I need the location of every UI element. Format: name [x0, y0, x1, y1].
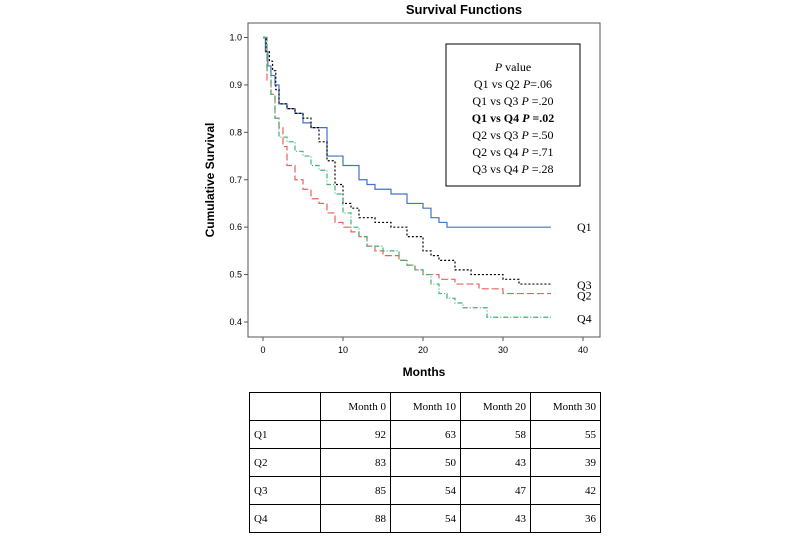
table-row-label: Q2	[249, 448, 321, 477]
series-label-q1: Q1	[577, 220, 592, 234]
table-cell: 47	[460, 476, 531, 505]
series-line-q4	[263, 36, 551, 318]
table-header-cell: Month 20	[460, 392, 531, 421]
table-header-cell: Month 30	[530, 392, 601, 421]
y-axis-label: Cumulative Survival	[203, 123, 217, 238]
chart-title: Survival Functions	[406, 2, 522, 17]
pvalue-header: P value	[494, 60, 531, 74]
table-header-cell: Month 0	[320, 392, 391, 421]
table-row: Q1 92 63 58 55	[249, 420, 601, 449]
series-line-q3	[263, 36, 551, 285]
table-cell: 83	[320, 448, 391, 477]
x-axis-label: Months	[403, 365, 446, 379]
table-row: Q2 83 50 43 39	[249, 448, 601, 477]
table-cell: 54	[390, 504, 461, 533]
table-cell: 42	[530, 476, 601, 505]
series-lines	[263, 36, 551, 318]
series-line-q2	[263, 36, 551, 295]
survival-chart: Survival Functions 0.4 0.5 0.6 0.7 0.8 0.9 1.0…	[203, 2, 601, 379]
table-cell: 43	[460, 448, 531, 477]
x-tick-label: 10	[338, 345, 348, 355]
table-row-label: Q3	[249, 476, 321, 505]
table-cell: 85	[320, 476, 391, 505]
y-tick-label: 1.0	[229, 33, 242, 43]
table-row: Q3 85 54 47 42	[249, 476, 601, 505]
pvalue-row: Q2 vs Q4 P =.71	[472, 145, 553, 159]
number-at-risk-table: Month 0 Month 10 Month 20 Month 30 Q1 92…	[249, 392, 601, 533]
table-cell: 36	[530, 504, 601, 533]
pvalue-row: Q3 vs Q4 P =.28	[472, 162, 553, 176]
table-header-row: Month 0 Month 10 Month 20 Month 30	[249, 392, 601, 421]
table-cell: 39	[530, 448, 601, 477]
x-tick-label: 30	[498, 345, 508, 355]
table-cell: 43	[460, 504, 531, 533]
table-row: Q4 88 54 43 36	[249, 504, 601, 533]
pvalue-row: Q1 vs Q4 P =.02	[472, 111, 555, 125]
series-label-q3: Q3	[577, 278, 592, 292]
series-label-q4: Q4	[577, 311, 592, 325]
table-cell: 92	[320, 420, 391, 449]
table-cell: 55	[530, 420, 601, 449]
y-tick-label: 0.8	[229, 127, 242, 137]
pvalue-row: Q1 vs Q3 P =.20	[472, 94, 553, 108]
pvalue-row: Q1 vs Q2 P=.06	[474, 77, 552, 91]
y-tick-label: 0.9	[229, 80, 242, 90]
series-label-q2: Q2	[577, 289, 592, 303]
table-cell: 63	[390, 420, 461, 449]
table-cell: 58	[460, 420, 531, 449]
table-row-label: Q4	[249, 504, 321, 533]
table-row-label: Q1	[249, 420, 321, 449]
y-axis: 0.4 0.5 0.6 0.7 0.8 0.9 1.0	[229, 33, 248, 327]
table-cell: 50	[390, 448, 461, 477]
y-tick-label: 0.6	[229, 222, 242, 232]
table-header-cell	[249, 392, 321, 421]
pvalue-row: Q2 vs Q3 P =.50	[472, 128, 553, 142]
pvalue-legend-box: P value Q1 vs Q2 P=.06 Q1 vs Q3 P =.20 Q1 v…	[445, 43, 581, 187]
y-tick-label: 0.5	[229, 270, 242, 280]
table-cell: 54	[390, 476, 461, 505]
x-tick-label: 0	[260, 345, 265, 355]
y-tick-label: 0.7	[229, 175, 242, 185]
table-header-cell: Month 10	[390, 392, 461, 421]
x-tick-label: 40	[578, 345, 588, 355]
x-axis: 0 10 20 30 40	[260, 337, 588, 355]
pvalue-box-frame	[445, 43, 581, 187]
x-tick-label: 20	[418, 345, 428, 355]
y-tick-label: 0.4	[229, 317, 242, 327]
table-cell: 88	[320, 504, 391, 533]
series-line-q1	[263, 36, 551, 228]
